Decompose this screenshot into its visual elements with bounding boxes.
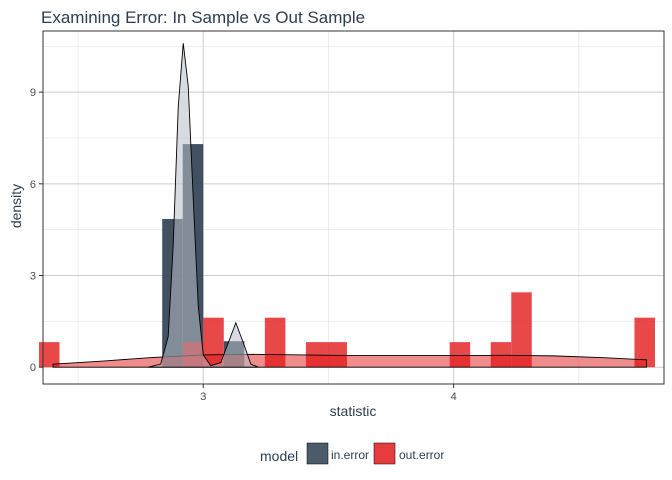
x-axis-title: statistic — [330, 403, 377, 419]
y-tick-label: 6 — [30, 179, 36, 191]
y-tick-label: 9 — [30, 87, 36, 99]
out-error-bar — [634, 317, 655, 368]
chart-title: Examining Error: In Sample vs Out Sample — [41, 8, 365, 27]
density-curves — [52, 43, 647, 368]
in-error-density-curve — [148, 43, 259, 368]
legend-label-out-error: out.error — [399, 448, 444, 462]
legend: model in.error out.error — [260, 442, 444, 465]
plot-panel-border — [42, 30, 665, 385]
y-axis-title: density — [8, 184, 24, 228]
y-axis-ticks: 0 3 6 9 — [30, 87, 43, 374]
out-error-bar — [38, 342, 60, 368]
legend-title: model — [260, 448, 298, 464]
legend-key-out-error — [373, 442, 396, 465]
y-tick-label: 0 — [30, 362, 36, 374]
x-tick-label: 4 — [451, 391, 457, 403]
out-error-bar — [511, 292, 532, 368]
x-tick-label: 3 — [200, 391, 206, 403]
y-tick-label: 3 — [30, 271, 36, 283]
legend-label-in-error: in.error — [331, 448, 369, 462]
plot-panel — [42, 30, 665, 385]
legend-key-in-error — [306, 442, 329, 465]
